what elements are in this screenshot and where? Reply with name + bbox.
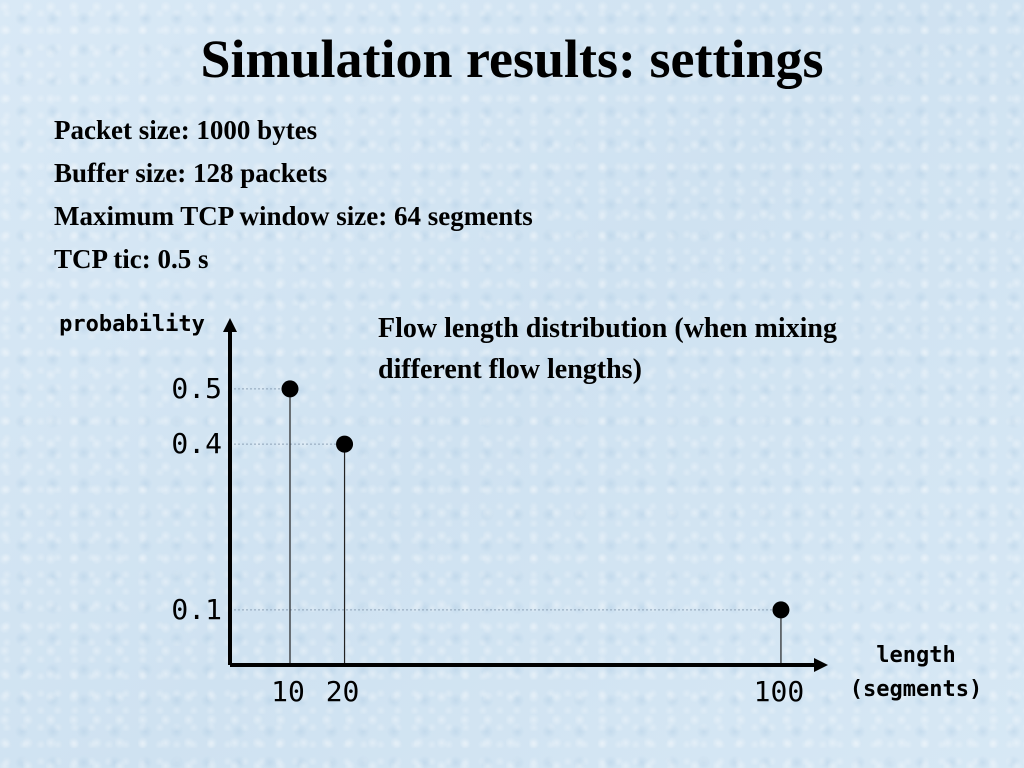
setting-max-window: Maximum TCP window size: 64 segments	[54, 201, 533, 231]
setting-tcp-tic: TCP tic: 0.5 s	[54, 244, 209, 274]
slide-title: Simulation results: settings	[200, 29, 824, 89]
data-point	[336, 435, 354, 453]
settings-list: Packet size: 1000 bytes Buffer size: 128…	[54, 112, 533, 284]
y-axis-arrow	[223, 318, 237, 332]
tick-labels: 0.1 0.4 0.5 10 20 100	[171, 372, 804, 708]
x-axis-label-line1: length	[876, 643, 955, 668]
x-axis-label-line2: (segments)	[850, 677, 982, 702]
guide-lines	[230, 388, 781, 611]
y-tick-label: 0.5	[171, 372, 222, 405]
y-tick-label: 0.4	[171, 427, 222, 460]
data-point	[772, 601, 790, 619]
stem-lines	[289, 388, 782, 665]
chart-caption-line2: different flow lengths)	[378, 354, 642, 385]
chart-caption: Flow length distribution (when mixing di…	[378, 308, 978, 390]
x-tick-label: 20	[326, 675, 360, 708]
x-tick-label: 10	[271, 675, 305, 708]
chart-caption-line1: Flow length distribution (when mixing	[378, 313, 837, 344]
y-axis-label: probability	[59, 312, 205, 337]
x-tick-label: 100	[754, 675, 805, 708]
data-point	[281, 380, 299, 398]
data-points	[281, 380, 790, 619]
setting-buffer-size: Buffer size: 128 packets	[54, 158, 328, 188]
chart-axes	[223, 318, 828, 672]
y-tick-label: 0.1	[171, 593, 222, 626]
setting-packet-size: Packet size: 1000 bytes	[54, 115, 318, 145]
x-axis-arrow	[814, 658, 828, 672]
